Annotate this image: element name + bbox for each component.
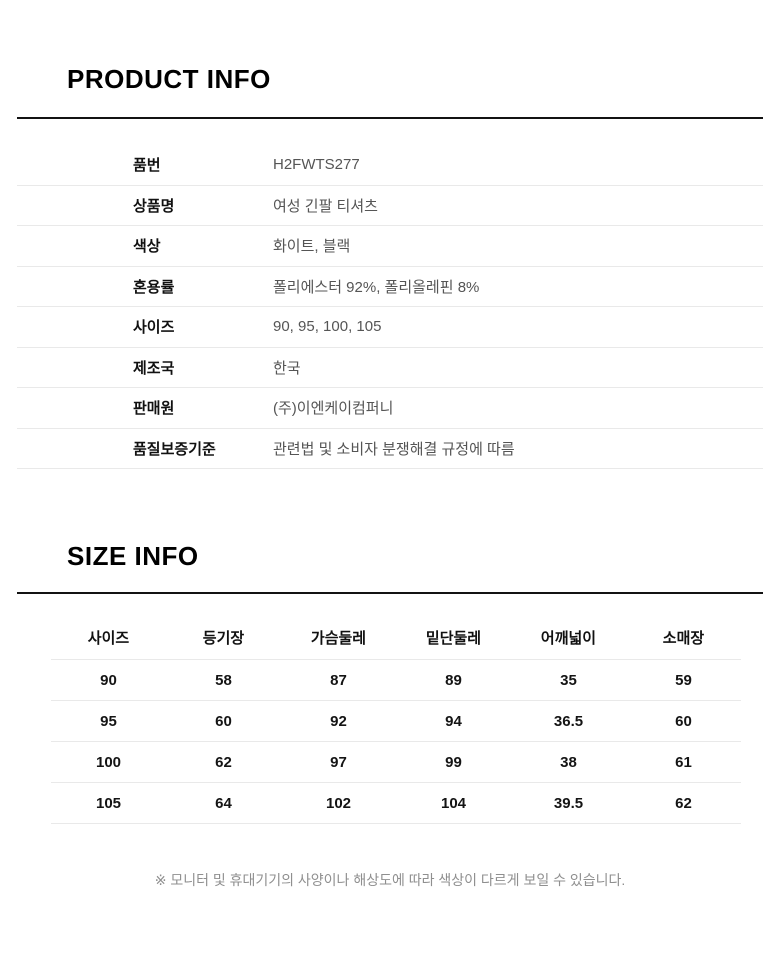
- size-info-title: SIZE INFO: [67, 541, 199, 571]
- size-cell: 87: [330, 671, 347, 689]
- size-cell: 61: [675, 753, 692, 771]
- size-cell: 62: [215, 753, 232, 771]
- size-cell: 39.5: [553, 794, 584, 812]
- size-cell: 102: [325, 794, 352, 812]
- info-row-label: 판매원: [133, 400, 175, 418]
- size-cell: 92: [330, 712, 347, 730]
- size-cell: 64: [215, 794, 232, 812]
- size-cell: 100: [95, 753, 122, 771]
- info-row-value: 관련법 및 소비자 분쟁해결 규정에 따름: [273, 440, 515, 458]
- size-col-header: 사이즈: [87, 630, 130, 647]
- info-row-value: 화이트, 블랙: [273, 238, 351, 256]
- info-row-label: 상품명: [133, 197, 175, 215]
- product-info-title: PRODUCT INFO: [67, 64, 271, 94]
- table-row: 품번 H2FWTS277: [17, 145, 763, 186]
- table-row: 품질보증기준 관련법 및 소비자 분쟁해결 규정에 따름: [17, 429, 763, 469]
- size-cell: 105: [95, 794, 122, 812]
- size-cell: 95: [100, 712, 117, 730]
- info-row-value: 여성 긴팔 티셔츠: [273, 197, 378, 215]
- info-row-label: 사이즈: [133, 319, 175, 337]
- size-cell: 60: [215, 712, 232, 730]
- size-cell: 104: [440, 794, 467, 812]
- info-row-value: (주)이엔케이컴퍼니: [273, 400, 394, 418]
- size-cell: 60: [675, 712, 692, 730]
- table-row: 혼용률 폴리에스터 92%, 폴리올레핀 8%: [17, 267, 763, 307]
- size-table-row: 95 60 92 94 36.5 60: [51, 701, 741, 742]
- size-cell: 99: [445, 753, 462, 771]
- info-row-value: 폴리에스터 92%, 폴리올레핀 8%: [273, 278, 480, 296]
- size-cell: 94: [445, 712, 462, 730]
- info-row-value: 90, 95, 100, 105: [273, 318, 382, 336]
- table-row: 상품명 여성 긴팔 티셔츠: [17, 186, 763, 226]
- size-cell: 59: [675, 671, 692, 689]
- size-cell: 58: [215, 671, 232, 689]
- size-col-header: 등기장: [202, 630, 245, 647]
- size-table-row: 90 58 87 89 35 59: [51, 660, 741, 701]
- size-info-section: SIZE INFO 사이즈 등기장 가슴둘레 밑단둘레 어깨넓이 소매장 90 …: [17, 543, 763, 824]
- size-col-header: 밑단둘레: [425, 630, 482, 647]
- info-row-label: 품질보증기준: [133, 440, 216, 458]
- info-row-value: 한국: [273, 359, 301, 377]
- info-row-label: 혼용률: [133, 278, 175, 296]
- table-row: 색상 화이트, 블랙: [17, 226, 763, 267]
- table-row: 제조국 한국: [17, 348, 763, 388]
- size-cell: 38: [560, 753, 577, 771]
- table-row: 판매원 (주)이엔케이컴퍼니: [17, 388, 763, 429]
- table-row: 사이즈 90, 95, 100, 105: [17, 307, 763, 348]
- size-table-row: 100 62 97 99 38 61: [51, 742, 741, 783]
- size-info-table: 사이즈 등기장 가슴둘레 밑단둘레 어깨넓이 소매장 90 58 87 89 3…: [17, 592, 763, 824]
- product-info-section: PRODUCT INFO 품번 H2FWTS277 상품명 여성 긴팔 티셔츠 …: [17, 66, 763, 469]
- info-row-value: H2FWTS277: [273, 156, 360, 174]
- size-cell: 36.5: [553, 712, 584, 730]
- size-cell: 35: [560, 671, 577, 689]
- info-row-label: 품번: [133, 157, 161, 175]
- product-info-table: 품번 H2FWTS277 상품명 여성 긴팔 티셔츠 색상 화이트, 블랙 혼용…: [17, 117, 763, 469]
- size-table-header-row: 사이즈 등기장 가슴둘레 밑단둘레 어깨넓이 소매장: [51, 616, 741, 660]
- size-cell: 90: [100, 671, 117, 689]
- size-cell: 62: [675, 794, 692, 812]
- info-row-label: 제조국: [133, 359, 175, 377]
- size-cell: 97: [330, 753, 347, 771]
- size-table-row: 105 64 102 104 39.5 62: [51, 783, 741, 824]
- info-row-label: 색상: [133, 238, 161, 256]
- size-col-header: 가슴둘레: [310, 630, 367, 647]
- size-cell: 89: [445, 671, 462, 689]
- color-disclaimer-note: ※ 모니터 및 휴대기기의 사양이나 해상도에 따라 색상이 다르게 보일 수 …: [154, 872, 626, 888]
- size-col-header: 소매장: [662, 630, 705, 647]
- content-area: PRODUCT INFO 품번 H2FWTS277 상품명 여성 긴팔 티셔츠 …: [17, 66, 763, 890]
- size-col-header: 어깨넓이: [540, 630, 597, 647]
